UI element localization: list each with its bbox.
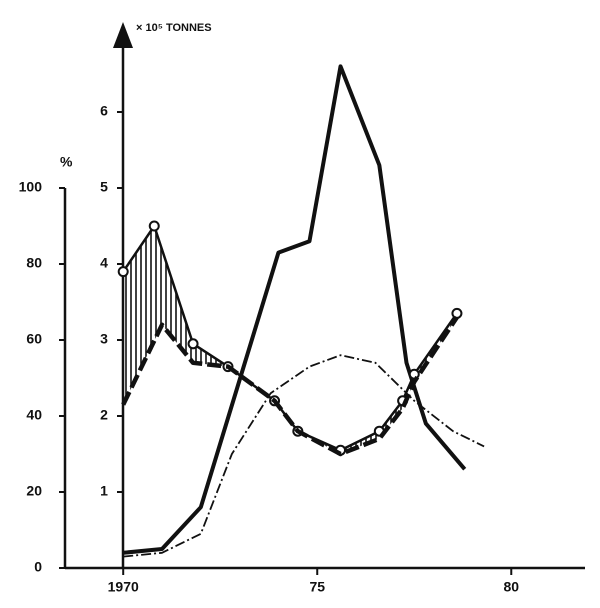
y2-axis-label: × 10⁵ TONNES bbox=[136, 22, 212, 34]
y-axis-label: % bbox=[60, 154, 73, 170]
point-marker bbox=[117, 266, 129, 278]
x-tick-label: 1970 bbox=[108, 579, 139, 595]
y2-tick-label: 2 bbox=[100, 407, 108, 423]
series-line bbox=[123, 354, 485, 558]
point-marker bbox=[148, 220, 160, 232]
y-tick-label: 60 bbox=[26, 331, 42, 347]
axis-arrow bbox=[113, 22, 133, 48]
y2-tick-label: 6 bbox=[100, 103, 108, 119]
x-tick-label: 80 bbox=[503, 579, 519, 595]
y-tick-label: 40 bbox=[26, 407, 42, 423]
point-marker bbox=[451, 307, 463, 319]
y-tick-label: 0 bbox=[34, 559, 42, 575]
y-tick-label: 20 bbox=[26, 483, 42, 499]
y-tick-label: 80 bbox=[26, 255, 42, 271]
point-marker bbox=[187, 338, 199, 350]
y2-tick-label: 4 bbox=[100, 255, 108, 271]
series-line bbox=[123, 64, 467, 555]
y2-tick-label: 3 bbox=[100, 331, 108, 347]
y2-tick-label: 1 bbox=[100, 483, 108, 499]
series-line bbox=[121, 315, 459, 457]
y2-tick-label: 5 bbox=[100, 179, 108, 195]
x-tick-label: 75 bbox=[309, 579, 325, 595]
y-tick-label: 100 bbox=[19, 179, 43, 195]
